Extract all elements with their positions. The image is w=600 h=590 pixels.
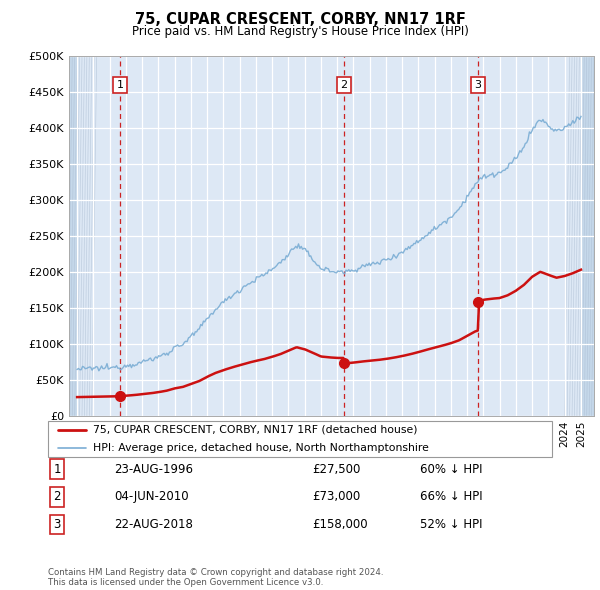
Text: 66% ↓ HPI: 66% ↓ HPI xyxy=(420,490,482,503)
Text: 1: 1 xyxy=(116,80,124,90)
Text: 75, CUPAR CRESCENT, CORBY, NN17 1RF (detached house): 75, CUPAR CRESCENT, CORBY, NN17 1RF (det… xyxy=(94,425,418,435)
Text: 23-AUG-1996: 23-AUG-1996 xyxy=(114,463,193,476)
Text: 52% ↓ HPI: 52% ↓ HPI xyxy=(420,518,482,531)
Text: 3: 3 xyxy=(53,518,61,531)
Text: £27,500: £27,500 xyxy=(312,463,361,476)
Text: 2: 2 xyxy=(53,490,61,503)
Text: 75, CUPAR CRESCENT, CORBY, NN17 1RF: 75, CUPAR CRESCENT, CORBY, NN17 1RF xyxy=(134,12,466,27)
Text: £73,000: £73,000 xyxy=(312,490,360,503)
Text: 04-JUN-2010: 04-JUN-2010 xyxy=(114,490,188,503)
Text: 1: 1 xyxy=(53,463,61,476)
Text: Price paid vs. HM Land Registry's House Price Index (HPI): Price paid vs. HM Land Registry's House … xyxy=(131,25,469,38)
Text: 3: 3 xyxy=(474,80,481,90)
Text: Contains HM Land Registry data © Crown copyright and database right 2024.
This d: Contains HM Land Registry data © Crown c… xyxy=(48,568,383,587)
Text: 2: 2 xyxy=(340,80,347,90)
Text: 22-AUG-2018: 22-AUG-2018 xyxy=(114,518,193,531)
Text: HPI: Average price, detached house, North Northamptonshire: HPI: Average price, detached house, Nort… xyxy=(94,443,429,453)
Text: 60% ↓ HPI: 60% ↓ HPI xyxy=(420,463,482,476)
Text: £158,000: £158,000 xyxy=(312,518,368,531)
